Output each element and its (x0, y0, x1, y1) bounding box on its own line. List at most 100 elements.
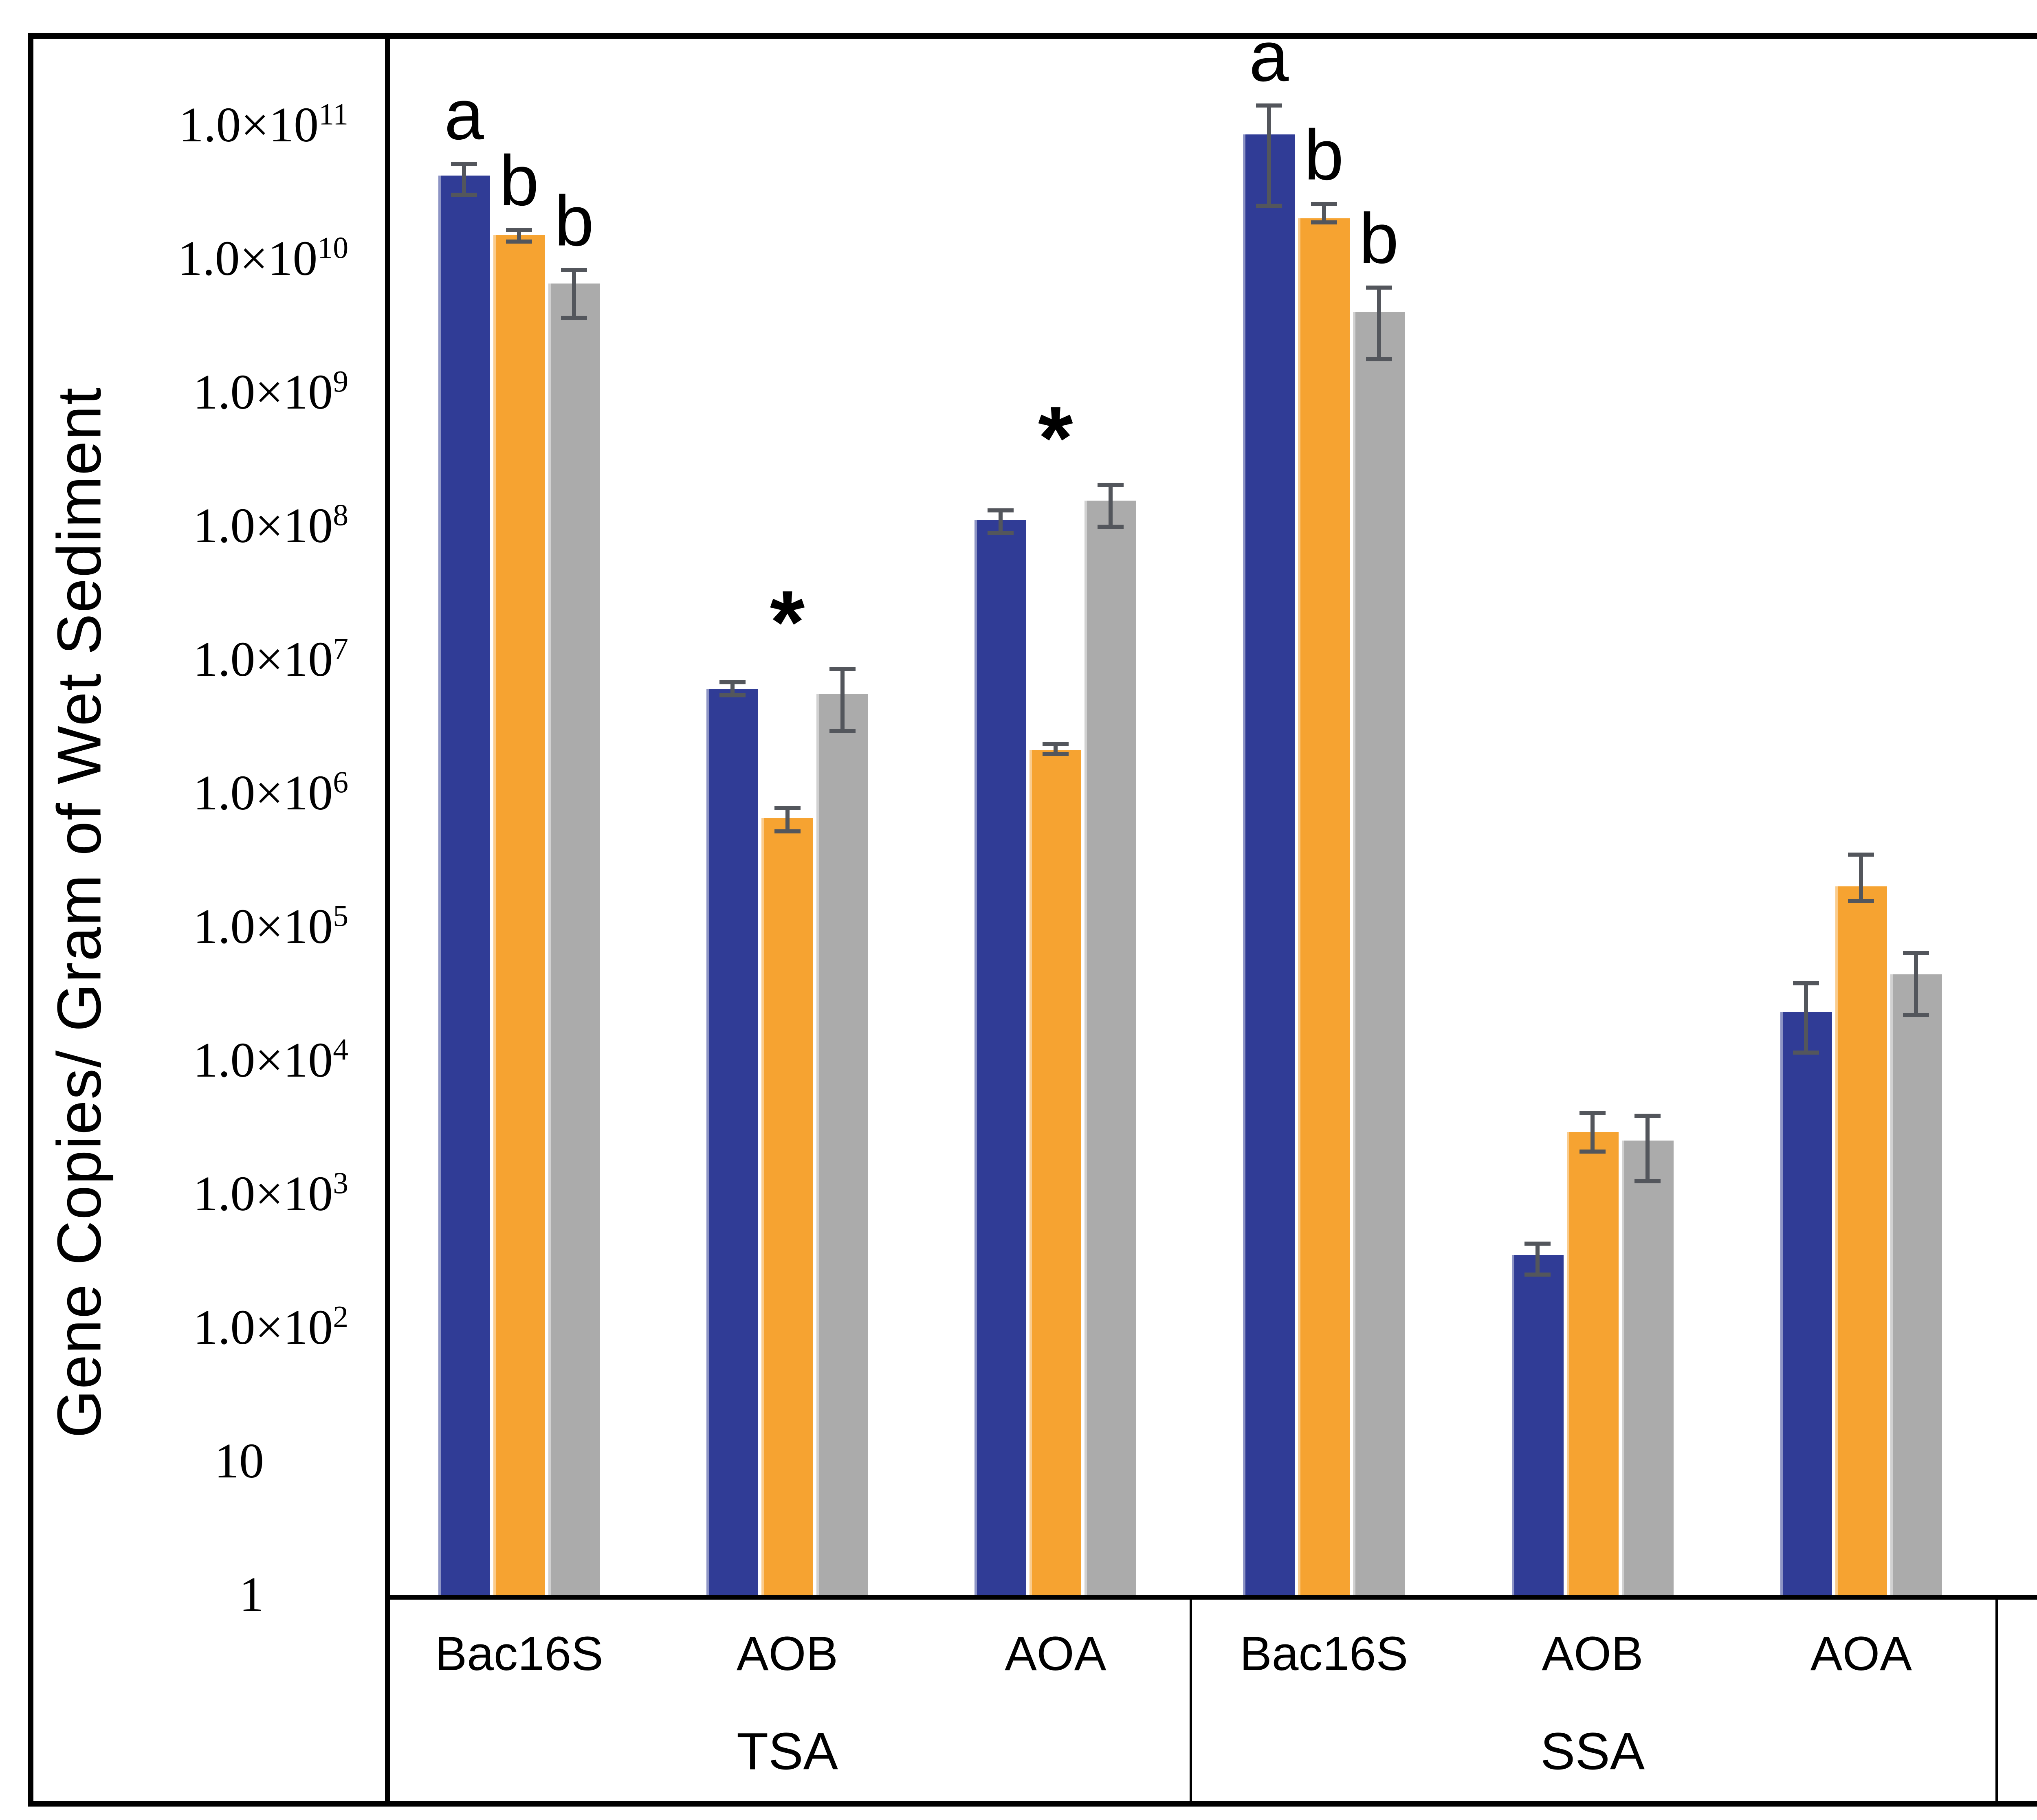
error-bar-cap-bottom (1524, 1273, 1551, 1277)
error-bar-cap-top (1256, 103, 1282, 108)
bar-highlight-edge (975, 520, 977, 1595)
error-bar-stem (1590, 1110, 1595, 1154)
error-bar-cap-top (1903, 951, 1929, 955)
error-bar-stem (840, 667, 845, 734)
error-bar-cap-top (829, 667, 856, 671)
error-bar-cap-top (1097, 483, 1124, 487)
error-bar-cap-top (1524, 1241, 1551, 1246)
significance-letter: b (1304, 115, 1344, 195)
y-tick-label: 10 (214, 1433, 264, 1488)
error-bar-stem (1914, 951, 1918, 1018)
error-bar-cap-bottom (829, 729, 856, 734)
error-bar-stem (1053, 742, 1058, 756)
error-bar-cap-top (1311, 202, 1337, 207)
x-axis-baseline (385, 1595, 2037, 1600)
bar-highlight-edge (438, 175, 441, 1595)
y-tick-label: 1.0×107 (193, 632, 348, 687)
significance-letter: b (1359, 199, 1399, 279)
bar-highlight-edge (1298, 218, 1301, 1595)
error-bar-cap-top (1042, 742, 1069, 747)
error-bar-cap-bottom (506, 239, 532, 244)
error-bar-stem (1535, 1241, 1540, 1277)
gene-label-SSA-Bac16S: Bac16S (1240, 1627, 1408, 1681)
bar-highlight-edge (761, 818, 764, 1595)
error-bar-cap-bottom (1097, 525, 1124, 529)
figure-border (28, 33, 2037, 1807)
gene-label-TSA-AOA: AOA (1005, 1627, 1106, 1681)
error-bar-cap-top (561, 268, 587, 273)
bar-SSA-AOA-2016 (1835, 886, 1887, 1595)
error-bar-stem (1377, 285, 1381, 362)
bar-TSA-AOA-2014 (975, 520, 1027, 1595)
error-bar-cap-bottom (1903, 1013, 1929, 1018)
error-bar-cap-top (1793, 981, 1819, 986)
bar-TSA-Bac16S-2017 (548, 284, 600, 1595)
bar-highlight-edge (1780, 1012, 1783, 1595)
bar-TSA-AOB-2014 (706, 689, 758, 1595)
error-bar-cap-bottom (1793, 1051, 1819, 1055)
y-tick-label: 1.0×102 (193, 1300, 348, 1355)
bar-SSA-Bac16S-2014 (1243, 134, 1295, 1595)
y-tick-label: 1.0×103 (193, 1166, 348, 1221)
significance-star: * (1038, 388, 1073, 488)
error-bar-cap-bottom (987, 531, 1014, 536)
y-tick-label: 1.0×104 (193, 1033, 348, 1088)
error-bar-cap-bottom (1366, 357, 1392, 362)
error-bar-cap-bottom (774, 829, 801, 833)
bar-SSA-AOA-2014 (1780, 1012, 1832, 1595)
significance-letter: a (444, 75, 484, 155)
error-bar-stem (462, 162, 466, 197)
bar-highlight-edge (1084, 500, 1087, 1595)
significance-letter: b (554, 181, 594, 261)
error-bar-stem (1267, 103, 1271, 208)
panel-divider-ssa-sp (1995, 1600, 1998, 1807)
significance-letter: b (499, 141, 539, 221)
y-tick-label: 1.0×109 (193, 365, 348, 420)
bar-SSA-Bac16S-2016 (1298, 218, 1350, 1595)
error-bar-cap-top (451, 162, 477, 166)
bar-SSA-Bac16S-2017 (1353, 312, 1405, 1595)
error-bar-cap-bottom (719, 693, 746, 698)
bar-highlight-edge (1566, 1132, 1569, 1595)
error-bar-cap-bottom (1256, 204, 1282, 208)
bar-TSA-AOA-2016 (1029, 750, 1082, 1595)
error-bar-cap-top (1579, 1110, 1606, 1115)
error-bar-stem (1645, 1113, 1650, 1184)
bar-TSA-AOB-2016 (761, 818, 813, 1595)
bar-highlight-edge (1353, 312, 1356, 1595)
site-label-SSA: SSA (1540, 1722, 1645, 1781)
error-bar-stem (572, 268, 576, 320)
bar-SSA-AOB-2014 (1511, 1255, 1564, 1595)
bar-SSA-AOB-2017 (1621, 1141, 1674, 1595)
panel-divider-tsa-ssa (1190, 1600, 1192, 1807)
bar-SSA-AOB-2016 (1566, 1132, 1619, 1595)
error-bar-cap-bottom (451, 193, 477, 197)
error-bar-cap-bottom (1311, 220, 1337, 225)
bar-highlight-edge (1835, 886, 1838, 1595)
error-bar-stem (1322, 202, 1326, 225)
error-bar-stem (1804, 981, 1808, 1055)
y-tick-label: 1.0×108 (193, 498, 348, 553)
bar-highlight-edge (1029, 750, 1032, 1595)
significance-letter: a (1249, 17, 1289, 97)
error-bar-stem (730, 680, 735, 698)
error-bar-cap-top (1366, 285, 1392, 290)
gene-label-SSA-AOB: AOB (1542, 1627, 1643, 1681)
error-bar-cap-bottom (1042, 752, 1069, 756)
gene-label-TSA-Bac16S: Bac16S (435, 1627, 603, 1681)
bar-TSA-AOB-2017 (816, 694, 868, 1595)
error-bar-stem (517, 228, 521, 244)
plot-left-axis-line (385, 33, 390, 1807)
gene-label-TSA-AOB: AOB (736, 1627, 838, 1681)
error-bar-cap-top (1848, 852, 1874, 857)
bar-highlight-edge (1243, 134, 1246, 1595)
error-bar-cap-bottom (1848, 899, 1874, 903)
y-tick-label: 1.0×105 (193, 899, 348, 954)
significance-star: * (770, 572, 805, 673)
error-bar-cap-top (987, 508, 1014, 513)
error-bar-cap-top (506, 228, 532, 232)
error-bar-cap-bottom (1579, 1150, 1606, 1154)
bar-highlight-edge (706, 689, 709, 1595)
gene-label-SSA-AOA: AOA (1810, 1627, 1912, 1681)
